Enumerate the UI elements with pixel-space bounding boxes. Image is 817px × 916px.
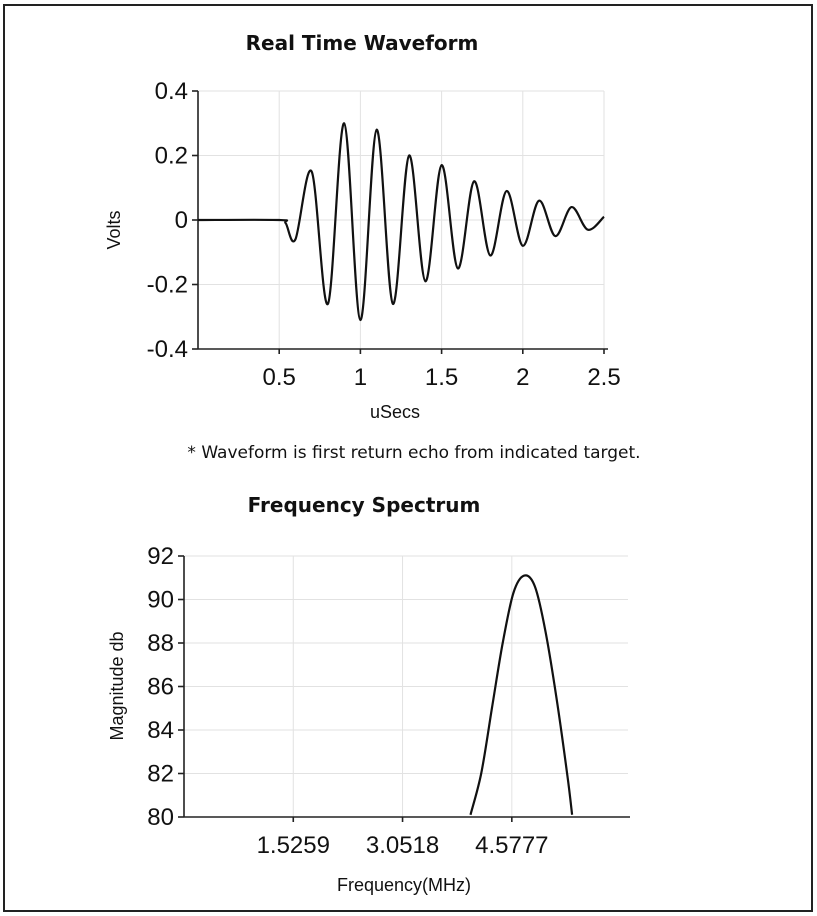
spectrum-x-ticks: 1.5259 3.0518 4.5777	[257, 817, 549, 859]
y-tick-label: -0.2	[147, 272, 188, 299]
y-tick-label: 0	[175, 207, 188, 234]
x-tick-label: 1.5	[425, 364, 458, 391]
spectrum-y-ticks: 92 90 88 86 84 82 80	[147, 543, 184, 831]
x-tick-label: 2.5	[587, 364, 620, 391]
waveform-annotation: * Waveform is first return echo from ind…	[187, 443, 640, 463]
x-tick-label: 2	[516, 364, 529, 391]
y-tick-label: 0.2	[155, 143, 188, 170]
waveform-x-label: uSecs	[370, 402, 420, 422]
spectrum-chart: Frequency Spectrum 92 90 88 86 84 82 80 1.5259…	[107, 493, 630, 895]
spectrum-x-label: Frequency(MHz)	[337, 875, 471, 895]
waveform-grid	[198, 90, 605, 349]
y-tick-label: 90	[147, 587, 174, 614]
waveform-chart: Real Time Waveform 0.4 0.2 0 -0.2 -0.4 0.5 1 1…	[104, 31, 641, 463]
y-tick-label: 84	[147, 717, 174, 744]
x-tick-label: 1	[354, 364, 367, 391]
x-tick-label: 0.5	[263, 364, 296, 391]
spectrum-grid	[184, 555, 628, 817]
x-tick-label: 3.0518	[366, 832, 439, 859]
waveform-y-ticks: 0.4 0.2 0 -0.2 -0.4	[147, 78, 198, 363]
spectrum-series-line	[469, 574, 574, 816]
y-tick-label: 88	[147, 630, 174, 657]
y-tick-label: 0.4	[155, 78, 188, 105]
spectrum-y-label: Magnitude db	[107, 631, 127, 740]
waveform-y-label: Volts	[104, 210, 124, 249]
y-tick-label: 86	[147, 674, 174, 701]
waveform-title: Real Time Waveform	[246, 31, 479, 55]
y-tick-label: -0.4	[147, 336, 188, 363]
waveform-x-ticks: 0.5 1 1.5 2 2.5	[263, 349, 621, 391]
y-tick-label: 80	[147, 804, 174, 831]
spectrum-title: Frequency Spectrum	[248, 493, 481, 517]
x-tick-label: 4.5777	[475, 832, 548, 859]
waveform-series-line	[197, 122, 605, 322]
y-tick-label: 82	[147, 761, 174, 788]
x-tick-label: 1.5259	[257, 832, 330, 859]
y-tick-label: 92	[147, 543, 174, 570]
